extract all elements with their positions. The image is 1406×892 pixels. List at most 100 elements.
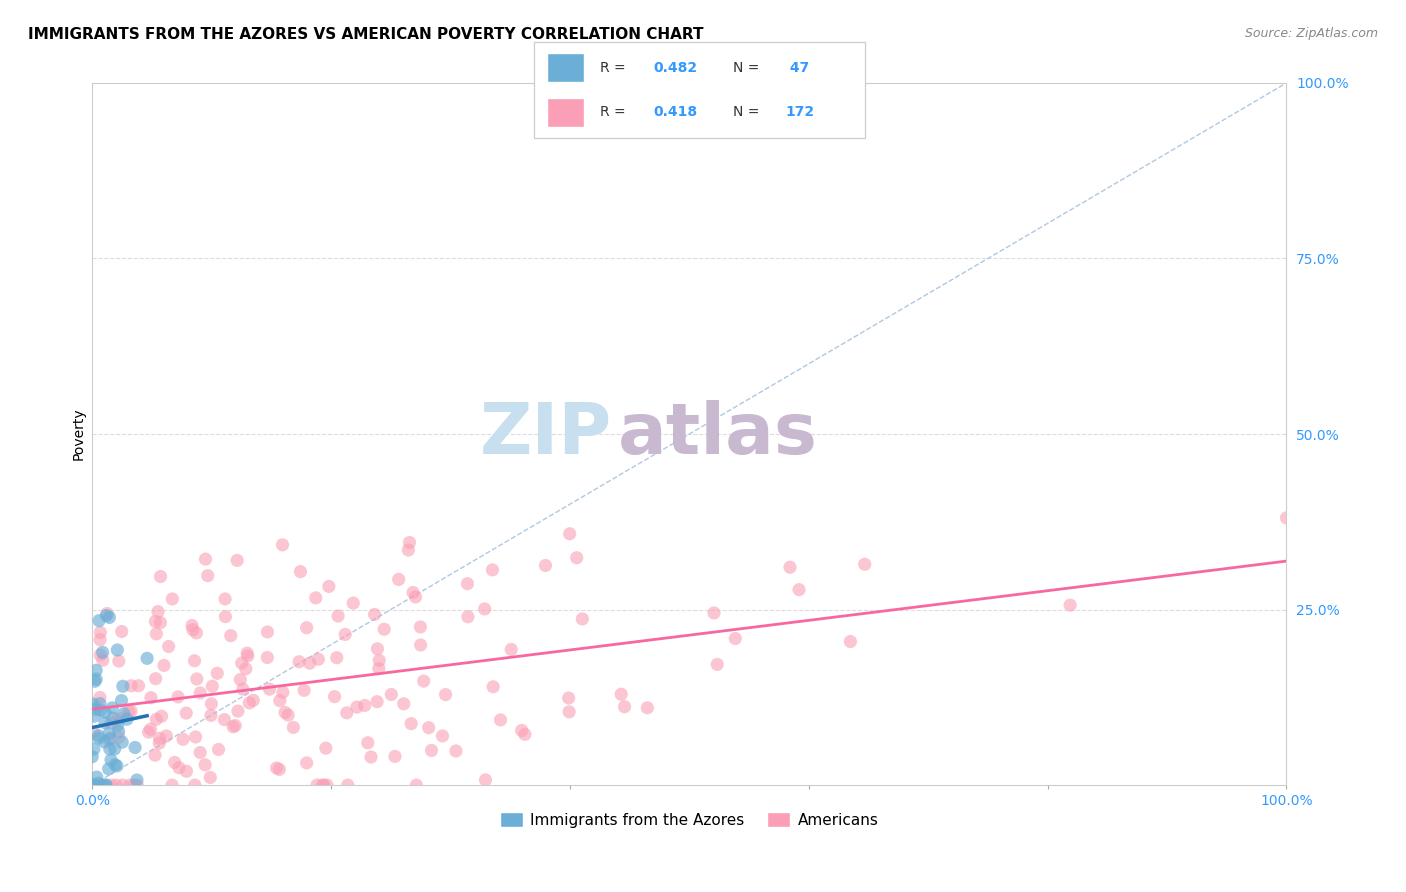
- Point: [402, 585, 425, 599]
- Point: [224, 718, 246, 732]
- Point: [96, 778, 118, 792]
- Point: [336, 706, 359, 720]
- Point: [148, 736, 170, 750]
- Point: [108, 730, 131, 744]
- Point: [138, 725, 160, 739]
- Point: [474, 602, 496, 616]
- Point: [194, 757, 217, 772]
- Point: [194, 552, 217, 566]
- Text: atlas: atlas: [617, 400, 817, 468]
- Point: [207, 742, 229, 756]
- Text: R =: R =: [600, 105, 630, 120]
- Point: [222, 720, 245, 734]
- Point: [200, 697, 222, 711]
- Point: [307, 778, 329, 792]
- Point: [90, 703, 112, 717]
- Point: [124, 740, 146, 755]
- Point: [295, 621, 318, 635]
- Point: [160, 778, 183, 792]
- Point: [396, 543, 419, 558]
- Point: [779, 560, 801, 574]
- Point: [380, 688, 402, 702]
- Point: [87, 614, 110, 628]
- Point: [510, 723, 533, 738]
- Point: [481, 563, 503, 577]
- Point: [242, 693, 264, 707]
- Point: [91, 653, 114, 667]
- Point: [357, 736, 380, 750]
- Point: [384, 749, 406, 764]
- Point: [292, 683, 315, 698]
- Text: IMMIGRANTS FROM THE AZORES VS AMERICAN POVERTY CORRELATION CHART: IMMIGRANTS FROM THE AZORES VS AMERICAN P…: [28, 27, 703, 42]
- Point: [105, 778, 128, 792]
- Point: [232, 682, 254, 697]
- Point: [335, 627, 357, 641]
- Point: [307, 652, 329, 666]
- Point: [456, 576, 478, 591]
- Point: [100, 778, 122, 792]
- Point: [489, 713, 512, 727]
- Point: [226, 704, 249, 718]
- Point: [128, 679, 150, 693]
- Point: [367, 662, 389, 676]
- Point: [636, 701, 658, 715]
- Point: [513, 727, 536, 741]
- Point: [312, 778, 335, 792]
- Point: [89, 632, 111, 647]
- Point: [125, 772, 148, 787]
- Point: [409, 638, 432, 652]
- Point: [558, 526, 581, 541]
- Point: [392, 697, 415, 711]
- Point: [183, 654, 205, 668]
- Point: [269, 694, 291, 708]
- Point: [94, 705, 117, 719]
- Point: [87, 729, 110, 743]
- Point: [83, 778, 105, 792]
- Point: [145, 672, 167, 686]
- Point: [172, 732, 194, 747]
- Point: [420, 743, 443, 757]
- Point: [143, 748, 166, 763]
- Point: [318, 579, 340, 593]
- Point: [139, 723, 162, 737]
- Point: [84, 672, 107, 686]
- Point: [98, 726, 121, 740]
- Point: [105, 759, 128, 773]
- Point: [167, 690, 190, 704]
- Point: [274, 706, 297, 720]
- Point: [83, 742, 105, 756]
- Point: [271, 538, 294, 552]
- Text: 0.418: 0.418: [654, 105, 697, 120]
- Point: [219, 629, 242, 643]
- Point: [176, 764, 198, 779]
- Point: [336, 778, 359, 792]
- Point: [366, 641, 388, 656]
- Point: [214, 609, 236, 624]
- Point: [399, 716, 422, 731]
- Point: [139, 690, 162, 705]
- FancyBboxPatch shape: [547, 54, 583, 82]
- Point: [266, 761, 288, 775]
- Point: [101, 711, 124, 725]
- Point: [839, 634, 862, 648]
- Point: [145, 615, 167, 629]
- Point: [295, 756, 318, 770]
- Point: [501, 642, 523, 657]
- Point: [104, 757, 127, 772]
- Point: [146, 605, 169, 619]
- Text: Source: ZipAtlas.com: Source: ZipAtlas.com: [1244, 27, 1378, 40]
- Point: [269, 763, 291, 777]
- Point: [1275, 511, 1298, 525]
- Text: R =: R =: [600, 61, 630, 75]
- Point: [111, 778, 134, 792]
- Point: [153, 658, 176, 673]
- Point: [120, 679, 142, 693]
- FancyBboxPatch shape: [547, 98, 583, 127]
- Point: [150, 709, 173, 723]
- Point: [373, 622, 395, 636]
- Point: [83, 725, 105, 739]
- Y-axis label: Poverty: Poverty: [72, 408, 86, 460]
- Point: [89, 690, 111, 705]
- Point: [315, 741, 337, 756]
- Point: [84, 674, 107, 689]
